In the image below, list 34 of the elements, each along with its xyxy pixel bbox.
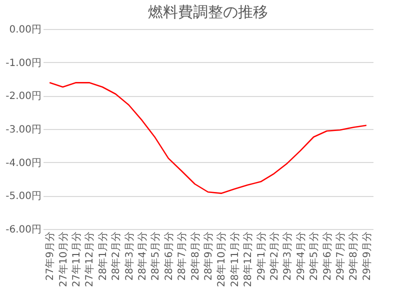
y-tick-label: 0.00円: [9, 24, 42, 36]
chart-title: 燃料費調整の推移: [148, 3, 268, 21]
x-tick-label: 28年5月分: [150, 232, 162, 281]
x-tick-label: 28年7月分: [176, 232, 188, 281]
x-tick-label: 29年2月分: [268, 232, 280, 281]
line-series: [48, 82, 368, 194]
y-tick-label: -3.00円: [6, 124, 42, 136]
x-tick-label: 29年1月分: [255, 232, 268, 281]
x-tick-label: 29年9月分: [360, 232, 373, 281]
y-tick-label: -2.00円: [6, 91, 42, 102]
x-tick-label: 27年10月分: [57, 232, 70, 287]
x-tick-label: 27年9月分: [44, 232, 56, 281]
x-tick-label: 29年6月分: [321, 232, 334, 281]
x-tick-label: 28年9月分: [202, 232, 214, 281]
x-tick-label: 29年8月分: [348, 232, 360, 281]
x-tick-label: 28年6月分: [162, 232, 175, 281]
y-tick-label: -5.00円: [6, 191, 42, 202]
x-tick-label: 28年4月分: [136, 232, 148, 281]
x-tick-label: 28年2月分: [110, 232, 122, 281]
x-tick-label: 27年12月分: [84, 232, 96, 287]
x-tick-label: 29年7月分: [334, 232, 346, 281]
y-tick-label: -1.00円: [6, 58, 42, 69]
x-tick-label: 28年1月分: [96, 232, 109, 281]
y-tick-label: -6.00円: [6, 224, 42, 236]
y-tick-label: -4.00円: [6, 158, 42, 169]
x-tick-label: 29年4月分: [294, 232, 307, 281]
x-tick-label: 28年11月分: [228, 232, 241, 287]
x-tick-label: 27年11月分: [70, 232, 82, 287]
x-tick-label: 28年3月分: [123, 232, 136, 281]
x-tick-label: 28年10月分: [216, 232, 228, 287]
x-tick-label: 29年3月分: [282, 232, 294, 281]
x-tick-label: 28年8月分: [189, 232, 202, 281]
x-tick-label: 29年5月分: [308, 232, 320, 281]
x-tick-label: 28年12月分: [242, 232, 254, 287]
